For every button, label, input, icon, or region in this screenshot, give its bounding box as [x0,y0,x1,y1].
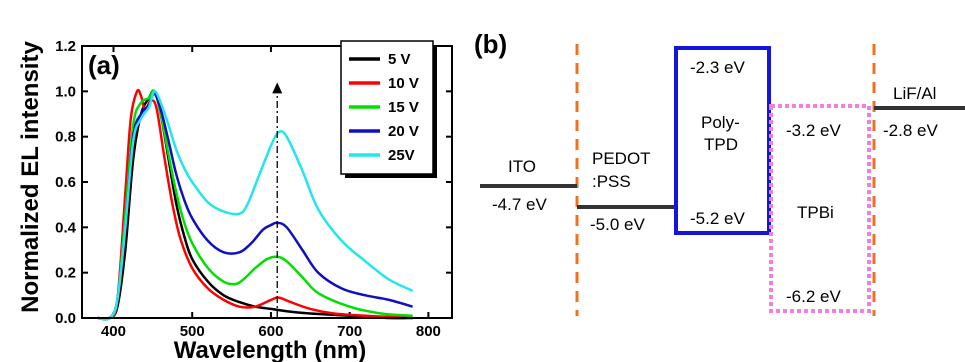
diagram-panel-b: (b) ITO -4.7 eV PEDOT :PSS -5.0 eV -2.3 … [474,29,965,316]
tpbi-label: TPBi [797,203,834,222]
x-tick-label: 800 [416,323,441,340]
polytpd-homo: -5.2 eV [690,209,745,228]
y-tick-label: 0.4 [55,219,77,236]
chart-panel-a: Normalized EL intensity Wavelength (nm) … [17,38,453,362]
y-axis-title: Normalized EL intensity [17,41,44,313]
legend-label: 15 V [388,99,419,116]
y-tick-label: 0.2 [55,265,76,282]
series-line-15v [97,89,413,321]
panel-label-a: (a) [88,50,120,80]
series-line-10v [97,88,413,321]
peak-marker [272,82,283,318]
y-tick-label: 1.0 [55,83,76,100]
y-tick-label: 0.8 [55,129,76,146]
panel-label-b: (b) [474,29,507,59]
legend-items: 5 V 10 V 15 V 20 V 25V [349,51,419,164]
y-tick-label: 0.0 [55,310,76,327]
polytpd-label-line2: TPD [704,135,738,154]
tpbi-lumo: -3.2 eV [786,121,841,140]
polytpd-label-line1: Poly- [701,113,740,132]
legend-label: 20 V [388,123,419,140]
ito-label: ITO [508,157,536,176]
legend-label: 5 V [388,51,411,68]
legend-label: 25V [388,147,415,164]
pedot-value: -5.0 eV [590,215,645,234]
series-group [97,88,414,321]
polytpd-box [674,46,771,235]
pedot-label-line2: :PSS [592,172,631,191]
series-line-5v [97,89,413,321]
tpbi-box [769,104,871,313]
lifal-value: -2.8 eV [883,121,938,140]
x-tick-label: 600 [258,323,283,340]
x-axis-title: Wavelength (nm) [174,337,366,362]
x-tick-label: 400 [101,323,126,340]
y-tick-label: 0.6 [55,174,76,191]
pedot-label-line1: PEDOT [592,149,651,168]
legend: 5 V 10 V 15 V 20 V 25V [340,40,437,178]
tpbi-homo: -6.2 eV [786,287,841,306]
x-tick-label: 700 [337,323,362,340]
series-line-25v [97,90,414,321]
ito-value: -4.7 eV [492,195,547,214]
y-tick-label: 1.2 [55,38,76,55]
plot-frame [81,45,453,319]
legend-label: 10 V [388,75,419,92]
polytpd-lumo: -2.3 eV [690,58,745,77]
x-tick-label: 500 [180,323,205,340]
arrow-up-icon [272,82,283,94]
lifal-label: LiF/Al [893,84,936,103]
